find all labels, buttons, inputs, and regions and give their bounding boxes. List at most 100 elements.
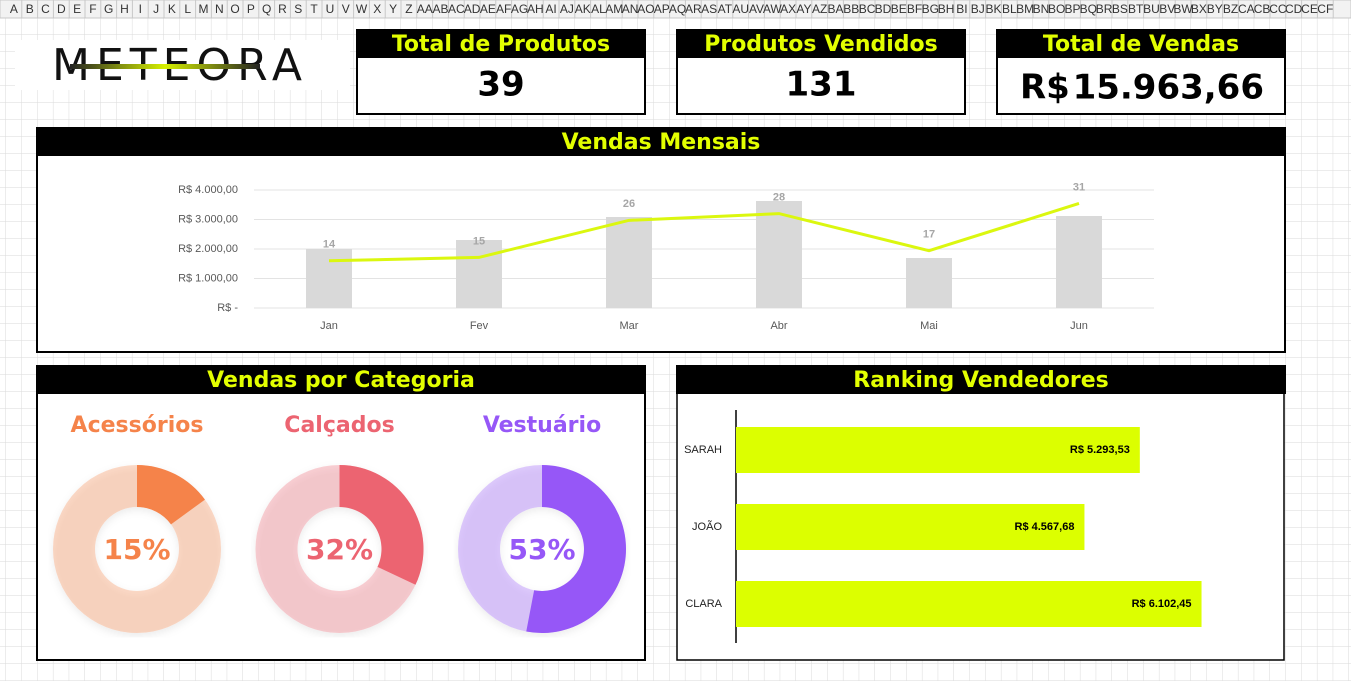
- column-letter: Q: [262, 2, 271, 16]
- data-label: 31: [1073, 181, 1085, 193]
- kpi-title: Produtos Vendidos: [704, 32, 938, 57]
- column-letter: BG: [922, 2, 939, 16]
- data-label: R$ 6.102,45: [1132, 598, 1192, 610]
- column-letter: BQ: [1080, 2, 1097, 16]
- column-letter: BX: [1191, 2, 1207, 16]
- column-letter: AT: [718, 2, 733, 16]
- donut-slice: [339, 465, 424, 585]
- column-letter: E: [73, 2, 81, 16]
- donut-label: 15%: [103, 533, 170, 566]
- column-letter: D: [57, 2, 66, 16]
- column-letter: CA: [1238, 2, 1255, 16]
- column-letter: BS: [1112, 2, 1128, 16]
- column-letter: P: [247, 2, 255, 16]
- donut-title: Calçados: [284, 413, 394, 438]
- y-tick-label: R$ 2.000,00: [178, 243, 238, 255]
- column-letter: AV: [749, 2, 764, 16]
- x-tick-label: Fev: [470, 320, 489, 332]
- column-letter: AO: [637, 2, 654, 16]
- column-letter: N: [215, 2, 224, 16]
- column-letter: BI: [956, 2, 967, 16]
- column-letter: BH: [938, 2, 955, 16]
- column-letter: CC: [1269, 2, 1287, 16]
- y-tick-label: R$ -: [217, 302, 238, 314]
- panel-header: [36, 127, 1286, 156]
- x-tick-label: Jun: [1070, 320, 1088, 332]
- column-letter: AI: [545, 2, 556, 16]
- column-letter: Y: [389, 2, 397, 16]
- donut-slice: [526, 465, 626, 633]
- column-letter: A: [10, 2, 18, 16]
- column-letter: BN: [1033, 2, 1050, 16]
- bar: [736, 427, 1140, 473]
- data-label: 15: [473, 235, 485, 247]
- kpi-title: Total de Produtos: [392, 32, 610, 57]
- y-tick-label: SARAH: [684, 444, 722, 456]
- donut-title: Vestuário: [483, 413, 601, 438]
- kpi-value: 15.963,66: [1073, 68, 1264, 108]
- column-letter: AD: [464, 2, 481, 16]
- column-letter: AJ: [560, 2, 574, 16]
- x-tick-label: Mar: [620, 320, 639, 332]
- column-letter: B: [26, 2, 34, 16]
- column-letter: AE: [480, 2, 496, 16]
- column-letter: CB: [1254, 2, 1271, 16]
- column-letter: AY: [796, 2, 811, 16]
- column-letter: BA: [827, 2, 843, 16]
- y-tick-label: R$ 3.000,00: [178, 213, 238, 225]
- logo-stroke: [70, 64, 260, 69]
- column-letter: CD: [1285, 2, 1303, 16]
- column-letter: BV: [1159, 2, 1175, 16]
- panel-title: Ranking Vendedores: [853, 368, 1109, 393]
- data-label: 26: [623, 198, 635, 210]
- column-letter: AM: [605, 2, 623, 16]
- column-letter: AB: [432, 2, 448, 16]
- y-tick-label: R$ 4.000,00: [178, 184, 238, 196]
- column-letter: AG: [511, 2, 528, 16]
- y-tick-label: R$ 1.000,00: [178, 272, 238, 284]
- line: [328, 202, 1080, 263]
- bar: [606, 216, 652, 308]
- column-letter: BZ: [1223, 2, 1238, 16]
- column-letter: AF: [496, 2, 511, 16]
- column-letter: BO: [1048, 2, 1065, 16]
- donut-title: Acessórios: [71, 413, 204, 438]
- kpi-currency: R$: [1020, 68, 1070, 108]
- column-letter: AP: [654, 2, 670, 16]
- panel-header: [676, 365, 1286, 394]
- column-letter: H: [120, 2, 129, 16]
- column-letter: AX: [780, 2, 796, 16]
- column-letters: A B C D E F G H I J K L M N O P Q R S T U V W X Y Z AA AB AC AD AE AF AG…: [10, 0, 1334, 18]
- column-letter: BY: [1207, 2, 1223, 16]
- column-letter: F: [89, 2, 96, 16]
- column-letter: V: [342, 2, 350, 16]
- column-letter: AK: [575, 2, 591, 16]
- column-letter: AQ: [669, 2, 686, 16]
- bar: [736, 581, 1202, 627]
- data-label: R$ 5.293,53: [1070, 444, 1130, 456]
- data-label: 14: [323, 239, 336, 251]
- column-letter: BD: [875, 2, 892, 16]
- column-letter: BJ: [971, 2, 985, 16]
- donut-label: 53%: [508, 533, 575, 566]
- x-tick-label: Mai: [920, 320, 938, 332]
- column-letter: AN: [622, 2, 639, 16]
- column-letter: BK: [985, 2, 1001, 16]
- bar: [906, 257, 952, 308]
- bar: [306, 249, 352, 308]
- column-letter: BF: [907, 2, 922, 16]
- kpi-header: [356, 29, 646, 58]
- column-letter: K: [168, 2, 176, 16]
- column-letter: BP: [1064, 2, 1080, 16]
- kpi-title: Total de Vendas: [1043, 32, 1239, 57]
- column-letter: W: [356, 2, 368, 16]
- panel-title: Vendas por Categoria: [207, 368, 475, 393]
- data-label: 17: [923, 229, 935, 241]
- kpi-value: 131: [786, 65, 857, 105]
- column-letter: L: [184, 2, 191, 16]
- column-letter: I: [139, 2, 142, 16]
- logo: METEORA: [15, 40, 350, 91]
- charts: R$ - R$ 1.000,00 R$ 2.000,00 R$ 3.000,00 R$ …: [53, 181, 1202, 643]
- column-letter: S: [294, 2, 302, 16]
